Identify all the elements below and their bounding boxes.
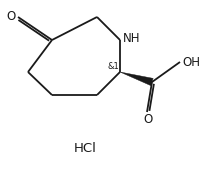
Text: &1: &1 [107, 62, 119, 71]
Text: HCl: HCl [74, 142, 97, 154]
Text: O: O [7, 11, 16, 24]
Text: NH: NH [123, 33, 140, 45]
Text: OH: OH [182, 56, 199, 69]
Polygon shape [120, 72, 153, 86]
Text: O: O [143, 113, 153, 126]
